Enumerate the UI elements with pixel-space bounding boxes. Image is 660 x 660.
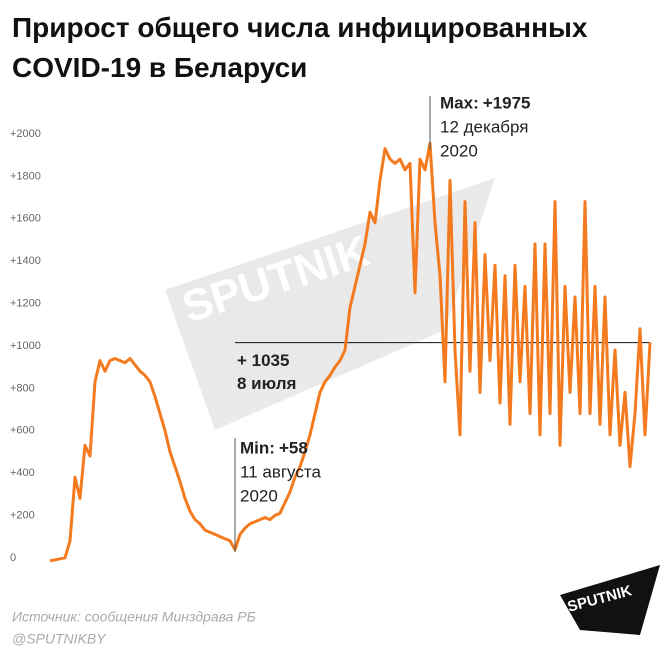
min-label: Min:	[240, 438, 275, 457]
reference-value: + 1035	[237, 351, 289, 370]
chart-title: Прирост общего числа инфицированных COVI…	[12, 12, 588, 83]
max-value: +1975	[483, 93, 531, 112]
max-label: Max:	[440, 93, 479, 112]
logo-shape	[560, 565, 660, 635]
y-tick-label: +600	[10, 425, 35, 437]
y-tick-label: 0	[10, 552, 16, 564]
reference-date: 8 июля	[237, 374, 296, 393]
logo: SPUTNIK	[560, 565, 660, 635]
min-date: 2020	[240, 486, 278, 505]
y-tick-label: +1800	[10, 170, 41, 182]
y-tick-label: +2000	[10, 128, 41, 140]
y-tick-label: +1600	[10, 213, 41, 225]
max-date: 2020	[440, 141, 478, 160]
min-date: 11 августа	[240, 462, 321, 481]
y-tick-label: +400	[10, 467, 35, 479]
handle: @SPUTNIKBY	[12, 631, 107, 647]
max-date: 12 декабря	[440, 117, 528, 136]
y-tick-label: +1200	[10, 298, 41, 310]
source: Источник: сообщения Минздрава РБ	[12, 609, 256, 625]
y-tick-label: +1400	[10, 255, 41, 267]
data-line	[49, 141, 652, 563]
y-tick-label: +200	[10, 510, 35, 522]
y-tick-label: +800	[10, 382, 35, 394]
min-value: +58	[279, 438, 308, 457]
y-tick-label: +1000	[10, 340, 41, 352]
